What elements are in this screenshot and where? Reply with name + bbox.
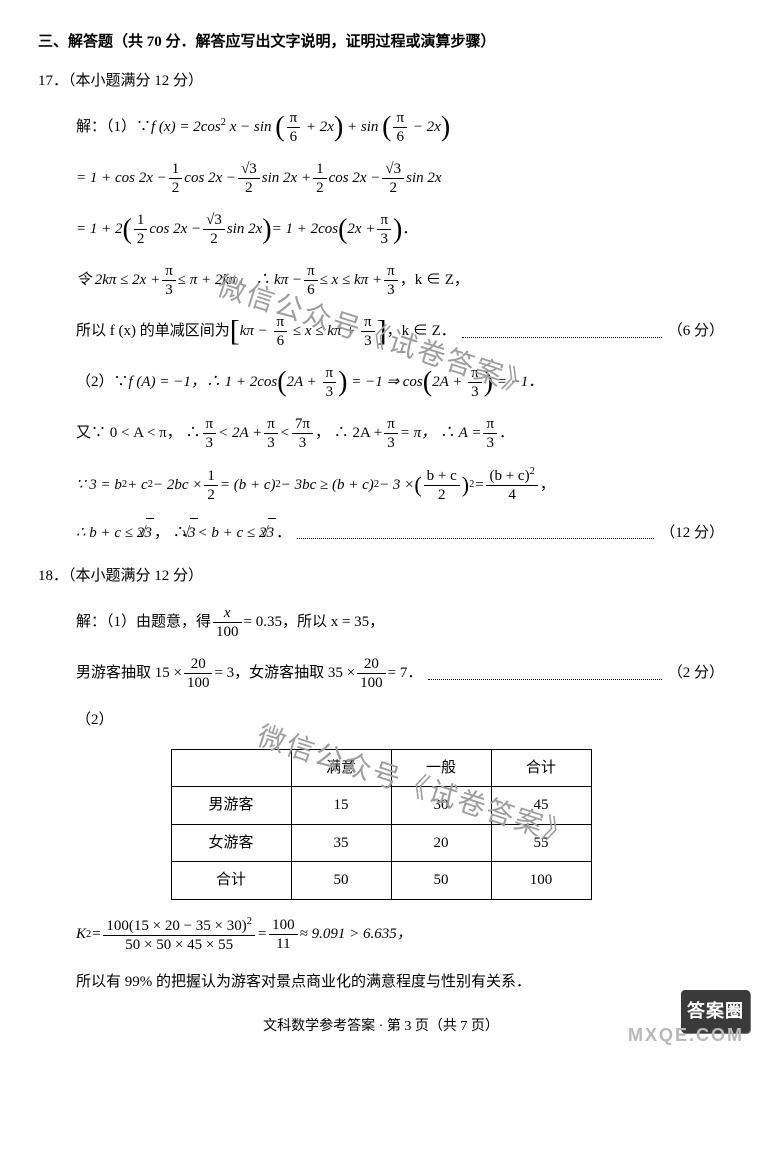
table-row: 合计5050100 (171, 862, 591, 900)
q18-l2: 男游客抽取 15 × 20100 = 3，女游客抽取 35 × 20100 = … (76, 655, 724, 692)
q17-p1-l4: 令 2kπ ≤ 2x + π3 ≤ π + 2kπ， ∴ kπ − π6 ≤ x… (76, 262, 724, 299)
q17-p1-l5: 所以 f (x) 的单减区间为 [kπ − π6 ≤ x ≤ kπ + π3] … (76, 313, 724, 350)
th-2: 一般 (391, 749, 491, 787)
dotfill (462, 326, 662, 338)
page-footer: 文科数学参考答案 · 第 3 页（共 7 页） (38, 1014, 724, 1041)
q17-p1-l1: 解：（1）∵ f (x) = 2cos2 x − sin (π6 + 2x) +… (76, 109, 724, 146)
q17-p2-l3: ∵ 3 = b2 + c2 − 2bc × 12 = (b + c)2 − 3b… (76, 466, 724, 504)
score-2: （2 分） (668, 659, 724, 688)
score-6: （6 分） (668, 317, 724, 346)
q18-k2: K2 = 100(15 × 20 − 35 × 30)250 × 50 × 45… (76, 916, 724, 954)
site-watermark: MXQE.COM (628, 1018, 744, 1052)
section-heading: 三、解答题（共 70 分．解答应写出文字说明，证明过程或演算步骤） (38, 28, 724, 57)
table-row: 女游客352055 (171, 824, 591, 862)
th-0 (171, 749, 291, 787)
q17-p2-l4: ∴ b + c ≤ 23， ∴ 3 < b + c ≤ 23． （12 分） (76, 518, 724, 548)
score-12: （12 分） (660, 519, 724, 548)
table-row: 男游客153045 (171, 787, 591, 825)
q17-p2-l1: （2）∵ f (A) = −1，∴ 1 + 2cos(2A + π3) = −1… (76, 364, 724, 401)
th-1: 满意 (291, 749, 391, 787)
text: 解：（1）∵ (76, 113, 151, 142)
contingency-table: 满意 一般 合计 男游客153045 女游客352055 合计5050100 (171, 749, 592, 900)
q18-l1: 解：（1）由题意，得 x100 = 0.35，所以 x = 35， (76, 604, 724, 641)
q18-header: 18．（本小题满分 12 分） (38, 562, 724, 591)
q17-p1-l3: = 1 + 2 (12cos 2x − √32sin 2x) = 1 + 2co… (76, 211, 724, 248)
q18-sub2: （2） (76, 706, 724, 735)
q17-header: 17．（本小题满分 12 分） (38, 67, 724, 96)
dotfill (297, 527, 654, 539)
math: f (x) = 2cos2 x − sin (π6 + 2x) + sin (π… (151, 109, 450, 146)
table-header-row: 满意 一般 合计 (171, 749, 591, 787)
dotfill (428, 668, 661, 680)
q18-l4: 所以有 99% 的把握认为游客对景点商业化的满意程度与性别有关系． (76, 968, 724, 997)
th-3: 合计 (491, 749, 591, 787)
q17-p2-l2: 又∵ 0 < A < π， ∴ π3 < 2A + π3 < 7π3 ， ∴ 2… (76, 415, 724, 452)
q17-p1-l2: = 1 + cos 2x − 12cos 2x − √32sin 2x + 12… (76, 160, 724, 197)
